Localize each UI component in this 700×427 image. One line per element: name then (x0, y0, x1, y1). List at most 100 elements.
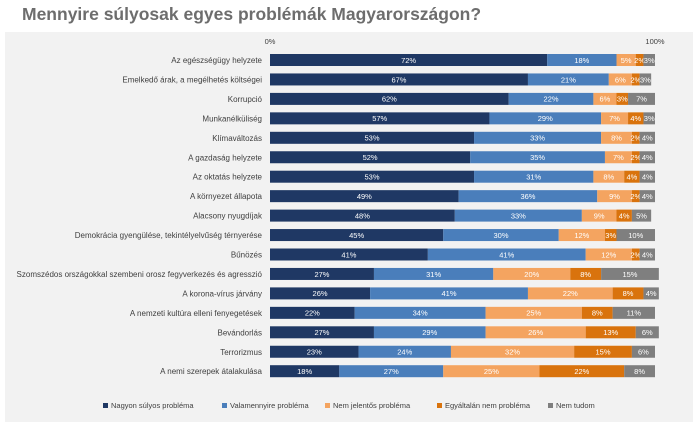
data-label: 8% (623, 289, 634, 298)
data-label: 4% (642, 134, 653, 143)
data-label: 36% (520, 192, 535, 201)
data-label: 26% (528, 328, 543, 337)
data-label: 4% (642, 153, 653, 162)
bar-segment (270, 190, 459, 203)
bar-segment (643, 287, 659, 300)
category-label: A környezet állapota (190, 192, 263, 201)
bar-segment (470, 151, 605, 164)
data-label: 52% (363, 153, 378, 162)
bar-segment (639, 73, 652, 86)
data-label: 9% (609, 192, 620, 201)
bar-segment (427, 248, 586, 261)
data-label: 6% (642, 328, 653, 337)
data-label: 27% (314, 328, 329, 337)
bar-segment (585, 248, 632, 261)
bar-segment (635, 54, 644, 66)
bar-segment (443, 365, 540, 378)
bar-segment (270, 248, 428, 261)
data-label: 72% (401, 56, 416, 65)
data-label: 22% (563, 289, 578, 298)
bar-segment (631, 151, 640, 164)
bar-segment (616, 92, 629, 105)
category-label: Terrorizmus (220, 348, 262, 357)
category-label: Demokrácia gyengülése, tekintélyelvűség … (75, 231, 263, 240)
data-label: 15% (622, 270, 637, 279)
bar-segment (270, 326, 374, 339)
data-label: 33% (530, 134, 545, 143)
category-label: Korrupció (228, 95, 263, 104)
data-label: 41% (442, 289, 457, 298)
bar-segment (593, 170, 625, 183)
bar-segment (539, 365, 625, 378)
legend-swatch (222, 403, 227, 408)
bar-segment (604, 229, 617, 242)
bar-segment (581, 209, 617, 222)
bar-segment (270, 151, 471, 164)
bar-segment (270, 306, 355, 319)
bar-segment (631, 190, 640, 203)
category-label: A nemi szerepek átalakulása (160, 367, 262, 376)
bar-segment (631, 248, 640, 261)
bar-segment (601, 131, 632, 144)
bar-segment (628, 112, 644, 125)
bar-segment (373, 267, 494, 280)
data-label: 2% (634, 56, 645, 65)
category-label: Bűnözés (231, 251, 262, 260)
bar-segment (639, 131, 655, 144)
bar-segment (270, 92, 509, 105)
data-label: 3% (644, 114, 655, 123)
data-label: 6% (600, 95, 611, 104)
bar-segment (270, 170, 475, 183)
x-tick-label: 0% (265, 37, 276, 46)
data-label: 21% (561, 75, 576, 84)
data-label: 10% (628, 231, 643, 240)
bar-segment (608, 73, 632, 86)
bar-segment (593, 92, 617, 105)
legend-swatch (325, 403, 330, 408)
data-label: 31% (426, 270, 441, 279)
category-label: Alacsony nyugdíjak (193, 212, 263, 221)
bar-segment (585, 326, 636, 339)
bar-segment (270, 267, 374, 280)
bar-segment (597, 190, 632, 203)
bar-segment (547, 54, 617, 66)
data-label: 34% (413, 309, 428, 318)
data-label: 4% (646, 289, 657, 298)
data-label: 22% (305, 309, 320, 318)
bar-segment (631, 209, 652, 222)
data-label: 49% (357, 192, 372, 201)
data-label: 3% (617, 95, 628, 104)
legend-label: Nem jelentős probléma (333, 401, 411, 410)
bar-segment (570, 267, 602, 280)
data-label: 12% (574, 231, 589, 240)
bar-segment (604, 151, 632, 164)
data-label: 6% (638, 348, 649, 357)
data-label: 8% (634, 367, 645, 376)
bar-segment (527, 73, 609, 86)
bar-segment (270, 73, 528, 86)
bar-segment (639, 151, 655, 164)
legend-swatch (437, 403, 442, 408)
bar-segment (270, 365, 340, 378)
category-label: Bevándorlás (218, 328, 262, 337)
data-label: 48% (355, 211, 370, 220)
data-label: 57% (372, 114, 387, 123)
bar-segment (493, 267, 571, 280)
data-label: 2% (630, 75, 641, 84)
category-label: Klímaváltozás (212, 134, 262, 143)
legend-label: Nem tudom (556, 401, 595, 410)
x-tick-label: 100% (645, 37, 665, 46)
bar-segment (489, 112, 602, 125)
bar-segment (558, 229, 605, 242)
bar-segment (635, 326, 659, 339)
data-label: 62% (382, 95, 397, 104)
bar-segment (612, 306, 655, 319)
data-label: 8% (603, 173, 614, 182)
bar-segment (631, 345, 655, 358)
data-label: 2% (630, 192, 641, 201)
bar-segment (639, 248, 655, 261)
data-label: 45% (349, 231, 364, 240)
data-label: 4% (642, 250, 653, 259)
bar-segment (474, 131, 602, 144)
